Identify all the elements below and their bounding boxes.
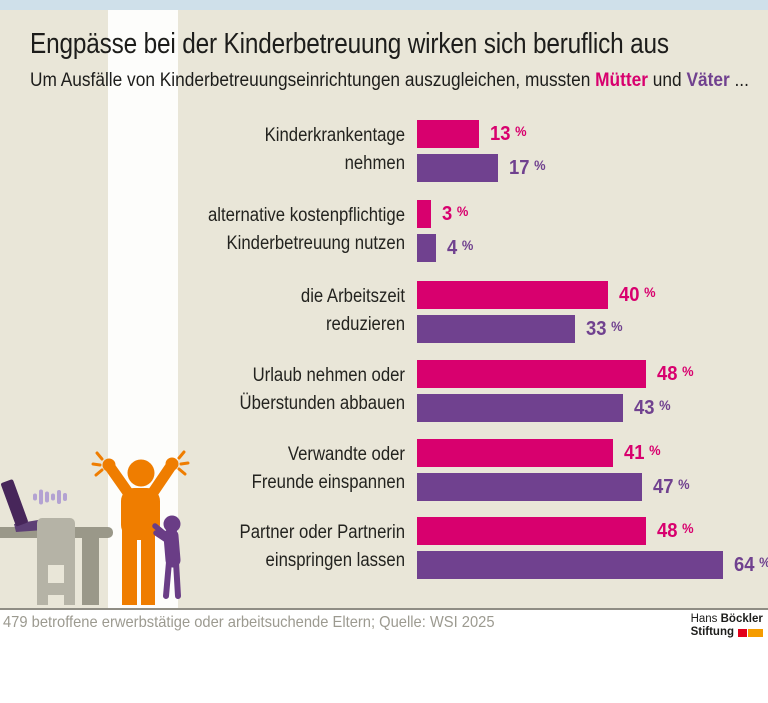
page-title: Engpässe bei der Kinderbetreuung wirken …: [30, 28, 669, 60]
source-note: 479 betroffene erwerbstätige oder arbeit…: [3, 614, 495, 631]
logo-orange-square: [748, 628, 763, 637]
value-label-fathers: 17%: [509, 154, 546, 182]
percent-sign: %: [461, 237, 474, 253]
category-label: Kinderkrankentage nehmen: [115, 122, 405, 178]
category-label-line: nehmen: [344, 153, 405, 174]
chart-canvas: Engpässe bei der Kinderbetreuung wirken …: [0, 10, 768, 608]
logo-mark-icon: [738, 628, 763, 637]
value-number: 48: [657, 362, 678, 385]
value-label-mothers: 48%: [657, 517, 694, 545]
percent-sign: %: [759, 554, 768, 570]
percent-sign: %: [456, 203, 469, 219]
hans-boeckler-logo: Hans Böckler Stiftung: [691, 613, 763, 639]
bar-mothers: [417, 360, 646, 388]
value-label-fathers: 33%: [586, 315, 623, 343]
category-label-line: Kinderbetreuung nutzen: [226, 233, 405, 254]
percent-sign: %: [682, 363, 694, 379]
legend-mothers: Mütter: [595, 70, 648, 91]
category-label-line: Verwandte oder: [287, 444, 405, 465]
bar-group: Kinderkrankentage nehmen 13% 17%: [0, 120, 768, 182]
category-label: Verwandte oder Freunde einspannen: [115, 441, 405, 497]
bar-mothers: [417, 120, 479, 148]
subtitle-suffix: ...: [729, 70, 749, 91]
value-label-fathers: 47%: [653, 473, 690, 501]
value-label-fathers: 64%: [734, 551, 768, 579]
value-label-mothers: 13%: [490, 120, 527, 148]
bar-mothers: [417, 200, 431, 228]
bar-fathers: [417, 473, 642, 501]
chair-icon: [37, 518, 75, 605]
sound-wave-icon: [33, 489, 67, 505]
value-number: 48: [657, 519, 678, 542]
category-label: Urlaub nehmen oder Überstunden abbauen: [115, 362, 405, 418]
legend-fathers: Väter: [686, 70, 730, 91]
bar-fathers: [417, 394, 623, 422]
value-label-mothers: 41%: [624, 439, 661, 467]
value-number: 41: [624, 441, 645, 464]
bar-group: Urlaub nehmen oder Überstunden abbauen 48%…: [0, 360, 768, 422]
bar-group: Verwandte oder Freunde einspannen 41% 47%: [0, 439, 768, 501]
category-label-line: Partner oder Partnerin: [239, 522, 405, 543]
bar-group: alternative kostenpflichtige Kinderbetreu…: [0, 200, 768, 262]
value-number: 4: [447, 236, 458, 259]
bar-fathers: [417, 315, 575, 343]
percent-sign: %: [644, 284, 656, 300]
category-label-line: Urlaub nehmen oder: [252, 365, 405, 386]
category-label-line: einspringen lassen: [265, 550, 405, 571]
category-label-line: Kinderkrankentage: [264, 125, 405, 146]
logo-line1: Hans Böckler: [690, 613, 763, 625]
category-label-line: Freunde einspannen: [251, 472, 405, 493]
category-label: die Arbeitszeit reduzieren: [115, 283, 405, 339]
value-label-mothers: 3%: [442, 200, 468, 228]
percent-sign: %: [678, 476, 690, 492]
parent-figure: [102, 457, 179, 605]
top-accent-strip: [0, 0, 768, 10]
value-number: 13: [490, 122, 511, 145]
footer: 479 betroffene erwerbstätige oder arbeit…: [0, 610, 768, 703]
value-number: 33: [586, 317, 607, 340]
value-label-mothers: 48%: [657, 360, 694, 388]
value-number: 17: [509, 156, 530, 179]
bar-chart: Kinderkrankentage nehmen 13% 17% alternative…: [0, 10, 768, 608]
category-label-line: reduzieren: [325, 314, 405, 335]
percent-sign: %: [659, 397, 671, 413]
logo-red-square: [738, 628, 747, 637]
percent-sign: %: [515, 123, 527, 139]
subtitle-prefix: Um Ausfälle von Kinderbetreuungseinricht…: [30, 70, 596, 91]
value-number: 3: [442, 202, 453, 225]
bar-group: die Arbeitszeit reduzieren 40% 33%: [0, 281, 768, 343]
percent-sign: %: [611, 318, 623, 334]
percent-sign: %: [534, 157, 546, 173]
category-label-line: Überstunden abbauen: [239, 393, 405, 414]
stress-marks: [91, 450, 190, 477]
category-label-line: alternative kostenpflichtige: [207, 205, 405, 226]
footer-divider: [0, 608, 768, 610]
category-label-line: die Arbeitszeit: [300, 286, 405, 307]
category-label: Partner oder Partnerin einspringen lassen: [115, 519, 405, 575]
subtitle-connector: und: [647, 70, 687, 91]
office-parent-illustration: [0, 450, 190, 605]
bar-mothers: [417, 517, 646, 545]
subtitle: Um Ausfälle von Kinderbetreuungseinricht…: [30, 70, 749, 92]
laptop-icon: [1, 479, 44, 532]
value-number: 47: [653, 475, 674, 498]
bar-mothers: [417, 439, 613, 467]
category-label: alternative kostenpflichtige Kinderbetreu…: [115, 202, 405, 258]
bar-mothers: [417, 281, 608, 309]
child-figure: [152, 515, 181, 599]
bar-fathers: [417, 234, 436, 262]
bar-fathers: [417, 551, 723, 579]
percent-sign: %: [682, 520, 694, 536]
value-label-fathers: 43%: [634, 394, 671, 422]
bar-group: Partner oder Partnerin einspringen lassen…: [0, 517, 768, 579]
value-label-mothers: 40%: [619, 281, 656, 309]
value-label-fathers: 4%: [447, 234, 473, 262]
value-number: 40: [619, 283, 640, 306]
logo-line2: Stiftung: [691, 626, 763, 639]
bar-fathers: [417, 154, 498, 182]
value-number: 43: [634, 396, 655, 419]
value-number: 64: [734, 553, 755, 576]
percent-sign: %: [649, 442, 661, 458]
